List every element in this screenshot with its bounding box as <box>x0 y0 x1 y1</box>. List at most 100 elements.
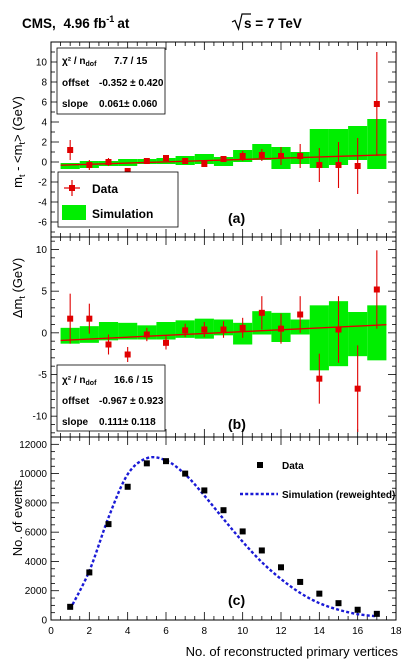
header-energy: s = 7 TeV <box>244 16 302 31</box>
svg-text:χ² / ndof: χ² / ndof <box>62 375 97 387</box>
data-point <box>86 569 93 576</box>
x-tick-label: 12 <box>275 626 287 637</box>
panel-b-data <box>67 250 380 432</box>
header-at: at <box>117 16 130 31</box>
y-tick-label: -6 <box>38 218 47 229</box>
simulation-bin <box>194 154 214 164</box>
panel-c-frame <box>50 436 397 621</box>
data-point <box>373 101 380 107</box>
data-point <box>201 161 208 167</box>
panel-c-label: (c) <box>228 592 245 608</box>
y-tick-label: 0 <box>41 616 47 627</box>
data-point <box>354 163 361 169</box>
panel-a-label: (a) <box>228 210 245 226</box>
y-tick-label: 0 <box>41 328 47 339</box>
legend-data-label: Data <box>282 461 304 472</box>
sqrt-s-symbol <box>231 13 251 31</box>
panel-a-legend: Data Simulation <box>57 171 179 228</box>
y-tick-label: 6 <box>41 98 47 109</box>
simulation-bin <box>309 305 329 371</box>
data-point <box>335 162 342 168</box>
legend-data-marker <box>64 180 80 196</box>
y-tick-label: 0 <box>41 158 47 169</box>
data-point <box>239 528 246 535</box>
chi2-label: χ² / n <box>62 56 86 67</box>
data-point <box>124 483 131 490</box>
data-point <box>316 590 323 597</box>
simulation-bin <box>60 163 80 169</box>
data-point <box>182 158 189 164</box>
slope-value: 0.061± 0.060 <box>99 99 158 110</box>
panel-a: -6 -4 -2 0 2 4 6 8 10 mt - <mt> (GeV) χ² / ndof … <box>10 41 397 238</box>
y-tick-label: -10 <box>33 412 48 423</box>
panel-b-ylabel: Δmt (GeV) <box>10 258 27 318</box>
data-point <box>278 153 284 159</box>
header-experiment: CMS, <box>22 16 56 31</box>
panel-b-fit-stats-box: χ² / ndof 16.6 / 15 offset -0.967 ± 0.92… <box>56 364 166 432</box>
data-point <box>124 168 131 174</box>
data-point <box>278 564 284 571</box>
chi2-value: 16.6 / 15 <box>114 375 153 386</box>
data-point <box>316 375 323 382</box>
panel-a-data <box>67 52 380 194</box>
data-point <box>182 470 189 477</box>
y-tick-label: 5 <box>41 287 47 298</box>
data-point <box>105 521 112 528</box>
simulation-curve <box>69 455 377 618</box>
legend-data-marker <box>257 462 263 468</box>
y-tick-label: 12000 <box>19 440 47 451</box>
data-point <box>163 458 169 465</box>
y-tick-label: -5 <box>38 370 47 381</box>
data-point <box>354 385 361 392</box>
y-tick-label: 8000 <box>25 498 48 509</box>
data-point <box>258 152 265 158</box>
data-point <box>182 327 189 334</box>
panel-a-fit-stats-box: χ² / ndof 7.7 / 15 offset -0.352 ± 0.420… <box>56 47 166 115</box>
x-tick-label: 10 <box>237 626 249 637</box>
data-point <box>258 547 265 554</box>
y-tick-label: 4 <box>41 118 47 129</box>
y-tick-label: -2 <box>38 178 47 189</box>
y-tick-label: 6000 <box>25 528 48 539</box>
y-tick-label: 10 <box>36 58 48 69</box>
panel-b-label: (b) <box>228 416 246 432</box>
y-tick-label: 4000 <box>25 557 48 568</box>
data-point <box>67 315 74 322</box>
data-point <box>239 153 246 159</box>
panel-c-simulation <box>69 455 377 618</box>
y-tick-label: 2 <box>41 138 47 149</box>
data-point <box>86 315 93 322</box>
legend-simulation-label: Simulation <box>92 207 153 221</box>
data-point <box>143 158 150 164</box>
data-point <box>163 155 169 161</box>
panel-b: -10 -5 0 5 10 Δmt (GeV) χ² / ndof 16.6 / 15 … <box>10 236 397 438</box>
y-tick-label: 8 <box>41 78 47 89</box>
data-point <box>297 153 304 159</box>
legend-simulation-label: Simulation (reweighted) <box>282 490 395 501</box>
data-point <box>278 325 284 332</box>
y-tick-label: 2000 <box>25 586 48 597</box>
data-point <box>335 600 342 607</box>
data-point <box>105 159 112 165</box>
header-title: CMS, 4.96 fb-1 at <box>22 14 130 31</box>
data-point <box>220 156 227 162</box>
x-tick-label: 8 <box>202 626 208 637</box>
y-tick-label: 10 <box>36 245 48 256</box>
offset-label: offset <box>62 78 90 89</box>
data-point <box>354 606 361 613</box>
panel-a-ylabel: mt - <mt> (GeV) <box>10 96 27 188</box>
data-point <box>373 610 380 617</box>
panel-c-legend: Data Simulation (reweighted) <box>240 461 395 501</box>
x-tick-label: 2 <box>87 626 93 637</box>
data-point <box>297 311 304 318</box>
x-tick-label: 4 <box>125 626 131 637</box>
x-tick-label: 6 <box>163 626 169 637</box>
data-point <box>239 324 246 331</box>
x-tick-label: 0 <box>48 626 54 637</box>
panel-c-ylabel: No. of events <box>10 479 25 556</box>
header-lumi: 4.96 fb <box>64 16 107 31</box>
header-lumi-exponent: -1 <box>106 14 114 24</box>
data-point <box>143 331 150 338</box>
data-point <box>201 487 208 494</box>
